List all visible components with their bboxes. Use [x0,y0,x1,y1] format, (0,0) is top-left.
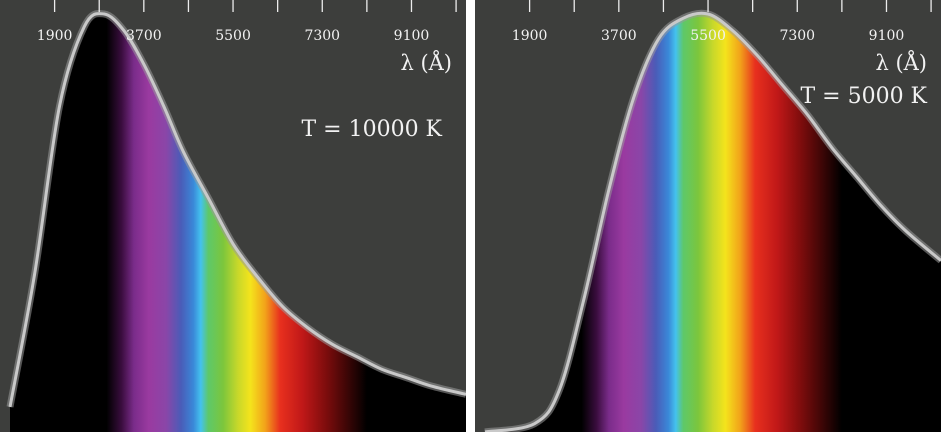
chart-panel-5000k: 1900 3700 5500 7300 9100 λ (Å) T = 5000 K [475,0,941,432]
x-tick-label: 1900 [37,28,73,44]
x-axis-label: λ (Å) [400,50,452,75]
x-tick-label: 5500 [215,28,251,44]
spectrum-area [10,13,466,432]
x-tick-label: 9100 [394,28,430,44]
x-tick-label: 9100 [869,28,905,44]
x-tick-label: 1900 [512,28,548,44]
blackbody-chart-5000k: 1900 3700 5500 7300 9100 λ (Å) T = 5000 K [475,0,941,432]
x-tick-label: 7300 [779,28,815,44]
chart-panel-10000k: 1900 3700 5500 7300 9100 λ (Å) T = 10000 K [0,0,466,432]
x-tick-label: 3700 [126,28,162,44]
temperature-label: T = 5000 K [800,84,927,109]
x-axis-label: λ (Å) [875,50,927,75]
planck-curve [8,12,466,408]
temperature-label: T = 10000 K [301,117,442,142]
x-tick-label: 7300 [304,28,340,44]
blackbody-chart-10000k: 1900 3700 5500 7300 9100 λ (Å) T = 10000 K [0,0,466,432]
spectrum-area [485,13,941,432]
planck-curve [484,11,941,432]
x-tick-label: 3700 [601,28,637,44]
x-tick-label: 5500 [690,28,726,44]
